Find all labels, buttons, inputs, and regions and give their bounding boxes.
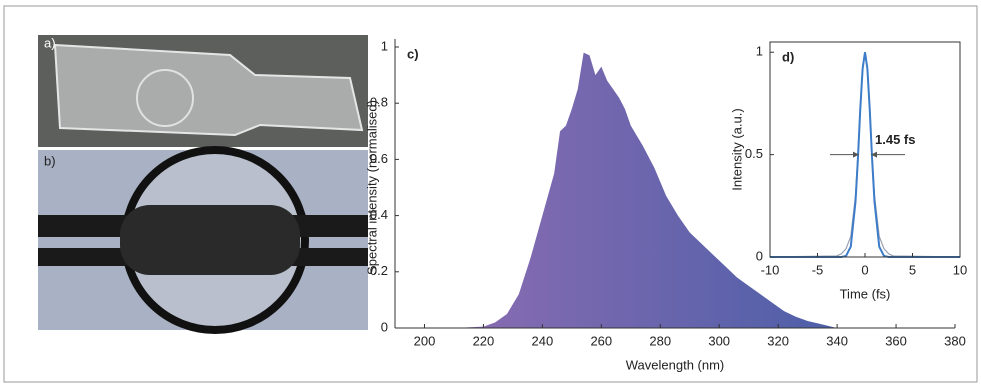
- arrow-head: [853, 151, 859, 158]
- x-tick-label: 300: [708, 333, 730, 348]
- pulse-line: [769, 52, 961, 258]
- annotation: 1.45 fs: [875, 132, 915, 147]
- x-tick-label: 0: [861, 262, 868, 277]
- y-tick-label: 0.4: [370, 207, 388, 222]
- spectrum-area: [424, 52, 838, 329]
- y-tick-label: 1: [756, 44, 763, 59]
- x-tick-label: 260: [590, 333, 612, 348]
- y-tick-label: 0.5: [745, 146, 763, 161]
- x-tick-label: 380: [944, 333, 966, 348]
- x-axis-label: Time (fs): [840, 286, 891, 301]
- y-tick-label: 0: [381, 319, 388, 334]
- x-tick-label: 240: [532, 333, 554, 348]
- y-axis-label: Intensity (a.u.): [729, 108, 744, 190]
- x-tick-label: -10: [761, 262, 780, 277]
- pulse-line: [770, 52, 960, 258]
- panel-label: d): [782, 49, 794, 64]
- y-tick-label: 0.6: [370, 151, 388, 166]
- x-tick-label: 360: [885, 333, 907, 348]
- x-tick-label: 340: [826, 333, 848, 348]
- x-tick-label: 280: [649, 333, 671, 348]
- y-axis-label: Spectral intensity (normalised): [364, 100, 379, 275]
- frame: [3, 5, 978, 383]
- photo-label: a): [44, 35, 56, 50]
- x-tick-label: 5: [909, 262, 916, 277]
- y-tick-label: 0.8: [370, 95, 388, 110]
- y-tick-label: 1: [381, 38, 388, 53]
- x-tick-label: 200: [414, 333, 436, 348]
- plot-box: [769, 41, 961, 258]
- x-tick-label: 220: [473, 333, 495, 348]
- y-tick-label: 0.2: [370, 263, 388, 278]
- photo-label: b): [44, 153, 56, 168]
- x-axis-label: Wavelength (nm): [626, 357, 725, 372]
- photo-b: b): [38, 146, 368, 334]
- x-tick-label: 10: [953, 262, 967, 277]
- y-tick-label: 0: [756, 248, 763, 263]
- photo-a: a): [38, 35, 368, 147]
- arrow-head: [871, 151, 877, 158]
- x-tick-label: -5: [812, 262, 824, 277]
- x-tick-label: 320: [767, 333, 789, 348]
- panel-label: c): [407, 46, 419, 61]
